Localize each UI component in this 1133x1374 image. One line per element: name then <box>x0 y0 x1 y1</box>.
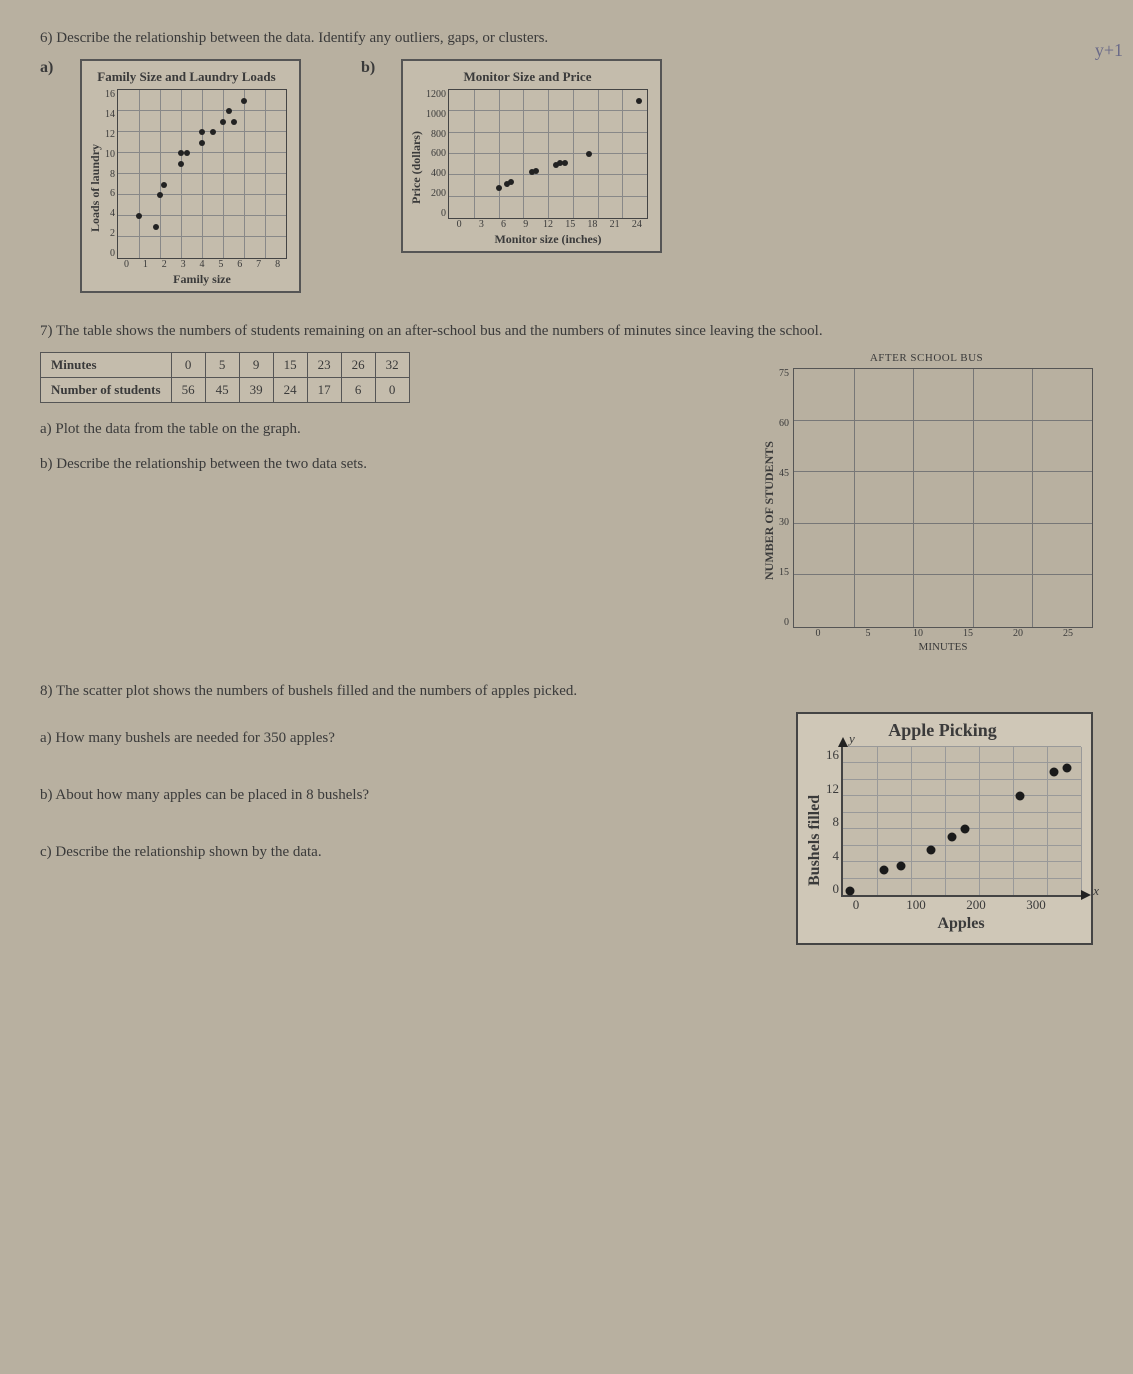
table-cell: 45 <box>205 378 239 403</box>
q6a-label: a) <box>40 59 62 77</box>
graph-title: AFTER SCHOOL BUS <box>760 352 1093 364</box>
table-cell: 9 <box>239 353 273 378</box>
plot-area <box>117 89 287 259</box>
data-point <box>1015 792 1024 801</box>
table-cell: 0 <box>171 353 205 378</box>
chart-monitor-price: Monitor Size and PricePrice (dollars)120… <box>401 59 662 253</box>
q8b-text: b) About how many apples can be placed i… <box>40 787 736 804</box>
data-point <box>533 168 539 174</box>
table-cell: 5 <box>205 353 239 378</box>
data-point <box>199 129 205 135</box>
chart-family-laundry: Family Size and Laundry LoadsLoads of la… <box>80 59 301 293</box>
data-point <box>927 845 936 854</box>
y-axis-label: Bushels filled <box>804 747 826 933</box>
data-point <box>178 161 184 167</box>
x-axis-label: Monitor size (inches) <box>448 230 648 247</box>
data-point <box>961 825 970 834</box>
table-cell: 24 <box>273 378 307 403</box>
data-point <box>896 862 905 871</box>
question-7: 7) The table shows the numbers of studen… <box>40 323 1093 653</box>
x-axis-label: MINUTES <box>793 639 1093 653</box>
data-point <box>220 119 226 125</box>
table-cell: 32 <box>375 353 409 378</box>
q8-prompt: 8) The scatter plot shows the numbers of… <box>40 683 1093 700</box>
data-point <box>210 129 216 135</box>
table-cell: 0 <box>375 378 409 403</box>
data-point <box>562 160 568 166</box>
table-cell: 17 <box>307 378 341 403</box>
table-cell: 23 <box>307 353 341 378</box>
q7b-text: b) Describe the relationship between the… <box>40 456 700 473</box>
chart-title: Family Size and Laundry Loads <box>86 69 287 89</box>
data-point <box>845 886 854 895</box>
data-point <box>1063 763 1072 772</box>
data-point <box>199 140 205 146</box>
q8c-text: c) Describe the relationship shown by th… <box>40 844 736 861</box>
data-point <box>178 150 184 156</box>
table-header: Minutes <box>41 353 172 378</box>
data-point <box>231 119 237 125</box>
table-cell: 6 <box>341 378 375 403</box>
chart-title: Monitor Size and Price <box>407 69 648 89</box>
x-axis-label: Family size <box>117 270 287 287</box>
q7-data-table: Minutes05915232632Number of students5645… <box>40 352 700 403</box>
q7-empty-graph: AFTER SCHOOL BUSNUMBER OF STUDENTS756045… <box>760 352 1093 653</box>
question-8: 8) The scatter plot shows the numbers of… <box>40 683 1093 945</box>
table-cell: 26 <box>341 353 375 378</box>
y-axis-label: NUMBER OF STUDENTS <box>760 368 779 653</box>
data-point <box>496 185 502 191</box>
data-point <box>586 151 592 157</box>
q7a-text: a) Plot the data from the table on the g… <box>40 421 700 438</box>
plot-area: yx <box>841 747 1081 897</box>
data-point <box>153 224 159 230</box>
y-axis-label: Price (dollars) <box>407 89 426 247</box>
table-header: Number of students <box>41 378 172 403</box>
table-cell: 56 <box>171 378 205 403</box>
data-point <box>1049 767 1058 776</box>
q7-prompt: 7) The table shows the numbers of studen… <box>40 323 1093 340</box>
chart-apple-picking: Apple PickingBushels filled1612840yx0100… <box>796 712 1093 945</box>
data-point <box>184 150 190 156</box>
data-point <box>161 182 167 188</box>
data-point <box>157 192 163 198</box>
q6b-label: b) <box>361 59 383 77</box>
table-cell: 39 <box>239 378 273 403</box>
data-point <box>508 179 514 185</box>
table-cell: 15 <box>273 353 307 378</box>
data-point <box>879 866 888 875</box>
plot-area <box>448 89 648 219</box>
data-point <box>947 833 956 842</box>
data-point <box>226 108 232 114</box>
question-6: 6) Describe the relationship between the… <box>40 30 1093 293</box>
q6-prompt: 6) Describe the relationship between the… <box>40 30 1093 47</box>
data-point <box>636 98 642 104</box>
handwriting-note: y+1 <box>1095 40 1123 61</box>
data-point <box>241 98 247 104</box>
x-axis-label: Apples <box>841 913 1081 933</box>
q8a-text: a) How many bushels are needed for 350 a… <box>40 730 736 747</box>
data-point <box>136 213 142 219</box>
y-axis-label: Loads of laundry <box>86 89 105 287</box>
plot-area <box>793 368 1093 628</box>
